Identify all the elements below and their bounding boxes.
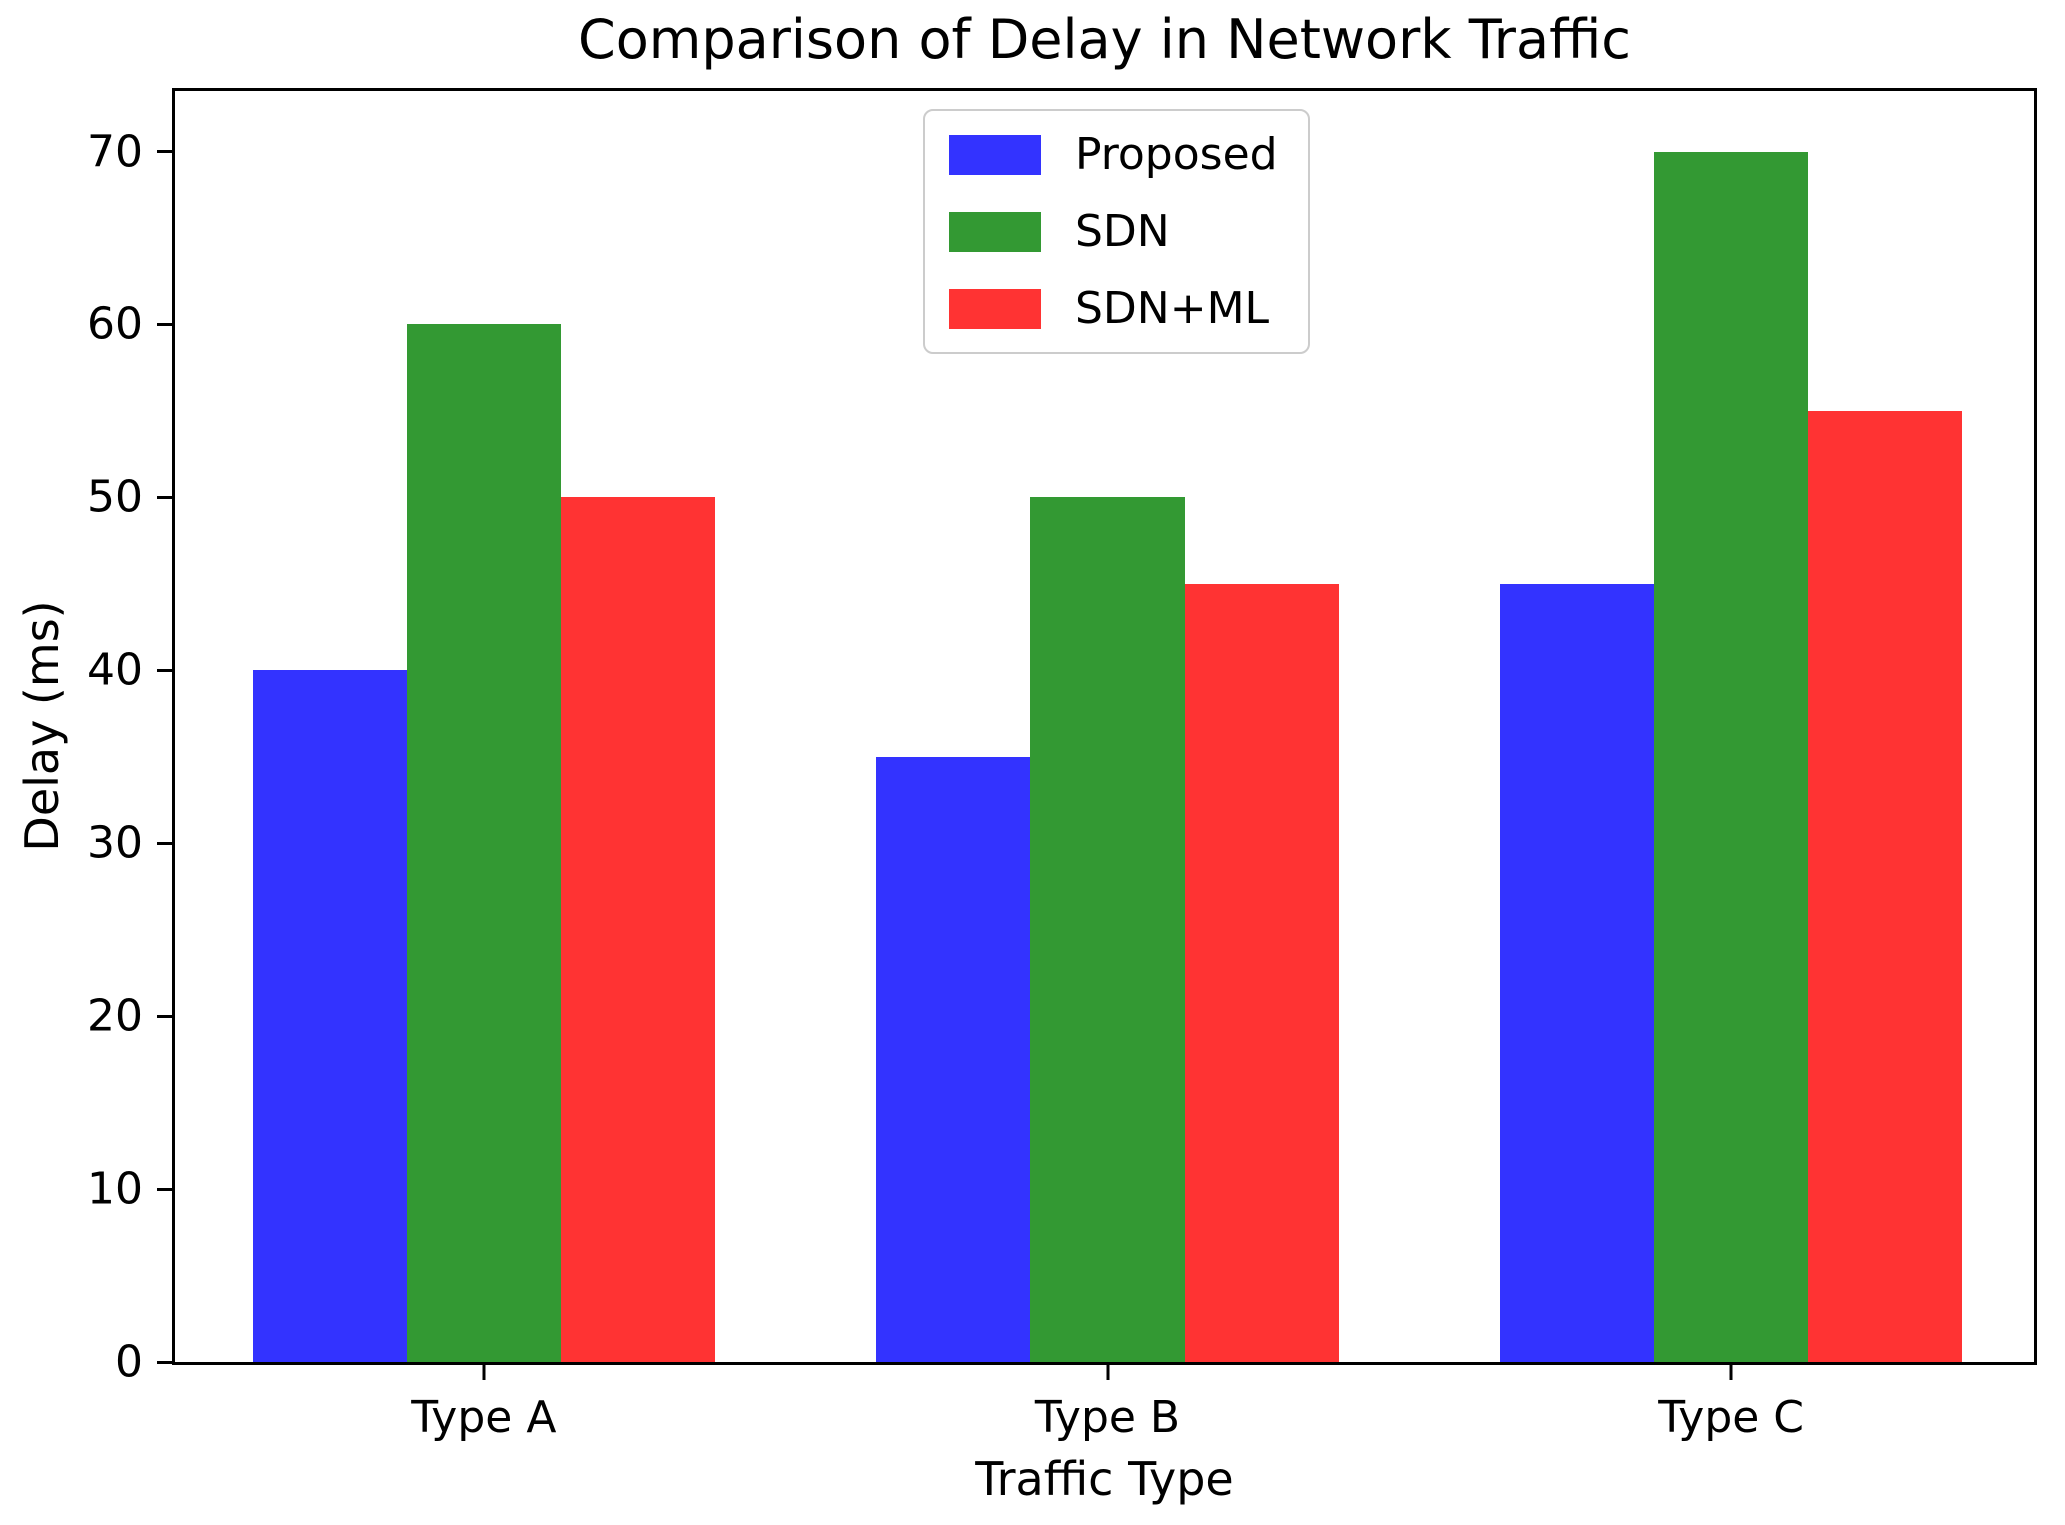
bar-sdn-type-a — [406, 324, 561, 1362]
legend: Proposed SDN SDN+ML — [923, 109, 1310, 354]
y-tick-mark — [157, 495, 175, 499]
y-tick-mark — [157, 150, 175, 154]
bar-sdn-ml-type-c — [1808, 410, 1963, 1362]
y-tick-label: 50 — [87, 471, 143, 523]
legend-label: SDN+ML — [1075, 283, 1270, 334]
legend-swatch — [949, 134, 1041, 175]
bar-sdn-type-c — [1654, 151, 1809, 1362]
y-tick-label: 70 — [87, 126, 143, 178]
y-tick-label: 0 — [115, 1336, 143, 1388]
bar-sdn-type-b — [1030, 497, 1185, 1362]
x-tick-mark — [1106, 1362, 1109, 1380]
x-tick-mark — [1729, 1362, 1733, 1380]
bar-sdn-ml-type-b — [1184, 583, 1339, 1362]
legend-swatch — [949, 288, 1041, 329]
y-tick-label: 10 — [87, 1163, 143, 1215]
x-axis-label: Traffic Type — [975, 1452, 1234, 1506]
legend-item-sdn: SDN — [949, 206, 1278, 257]
bar-sdn-ml-type-a — [560, 497, 715, 1362]
y-tick-label: 20 — [87, 990, 143, 1042]
y-tick-mark — [157, 668, 175, 672]
y-tick-label: 60 — [87, 298, 143, 350]
y-tick-mark — [157, 1360, 175, 1364]
y-tick-mark — [157, 1014, 175, 1018]
legend-swatch — [949, 211, 1041, 252]
y-tick-mark — [157, 1187, 175, 1191]
x-tick-label: Type B — [1034, 1392, 1181, 1443]
y-tick-label: 30 — [87, 817, 143, 869]
chart-title: Comparison of Delay in Network Traffic — [578, 8, 1631, 71]
bar-proposed-type-b — [876, 756, 1031, 1362]
x-tick-label: Type A — [411, 1392, 557, 1443]
legend-item-proposed: Proposed — [949, 129, 1278, 180]
y-tick-mark — [157, 841, 175, 845]
y-tick-mark — [157, 322, 175, 326]
legend-label: Proposed — [1075, 129, 1278, 180]
legend-label: SDN — [1075, 206, 1170, 257]
x-tick-mark — [482, 1362, 486, 1380]
legend-item-sdn-ml: SDN+ML — [949, 283, 1278, 334]
y-axis-label: Delay (ms) — [15, 600, 69, 852]
bar-proposed-type-c — [1500, 583, 1655, 1362]
bar-proposed-type-a — [252, 670, 407, 1362]
plot-area: 0 10 20 30 40 50 60 70 Type A Type B Type C Propose… — [87, 88, 2037, 1443]
x-tick-label: Type C — [1658, 1392, 1805, 1443]
y-tick-label: 40 — [87, 644, 143, 696]
